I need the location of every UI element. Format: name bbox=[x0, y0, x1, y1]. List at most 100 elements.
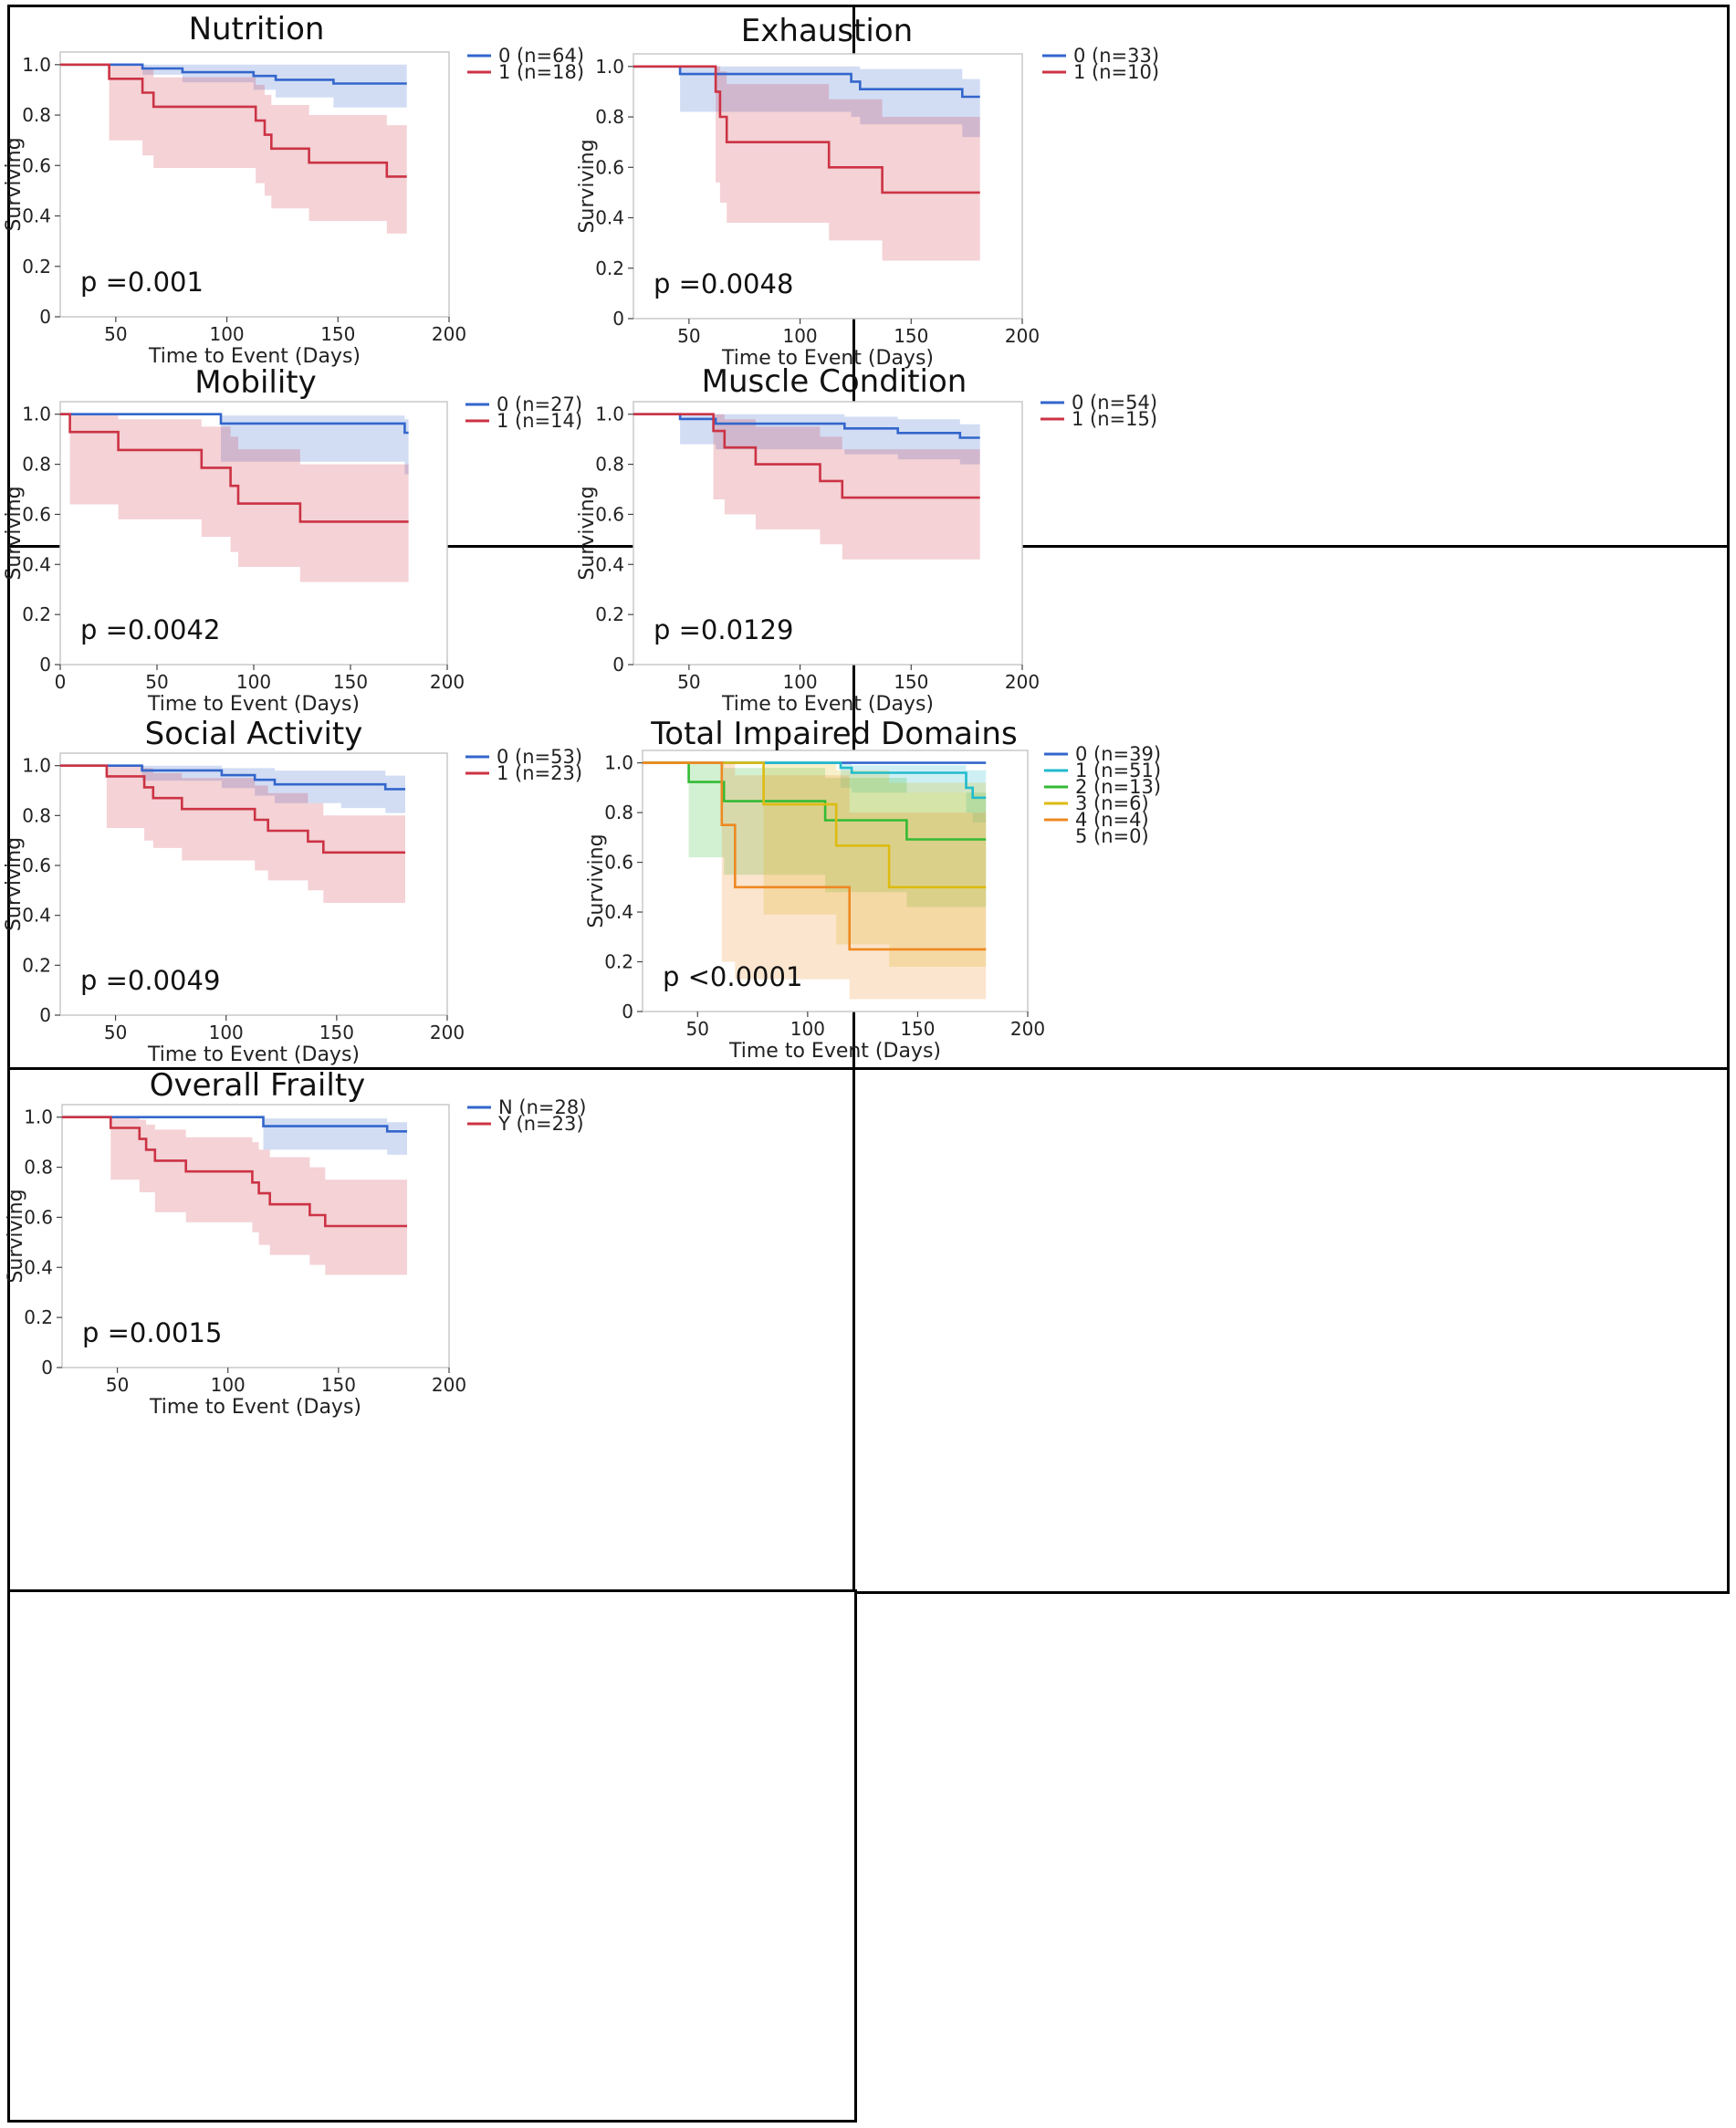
km-line-1-n-10 bbox=[633, 65, 980, 194]
x-tick-label: 100 bbox=[209, 1022, 244, 1043]
ci-band-1-n-51 bbox=[643, 762, 987, 823]
y-tick-label: 0 bbox=[612, 308, 624, 330]
legend-label: 1 (n=14) bbox=[497, 410, 582, 432]
y-axis-label: Surviving bbox=[585, 833, 608, 928]
ci-band-0-n-33 bbox=[633, 66, 980, 138]
km-line-1-n-18 bbox=[60, 63, 407, 178]
p-value: p =0.0042 bbox=[80, 614, 220, 645]
x-tick-label: 150 bbox=[320, 323, 355, 345]
x-axis-label: Time to Event (Days) bbox=[721, 347, 934, 370]
panel-overall-frailty bbox=[7, 1589, 857, 2123]
y-tick-label: 1.0 bbox=[22, 404, 51, 425]
x-tick-label: 200 bbox=[432, 1374, 466, 1396]
x-axis-label: Time to Event (Days) bbox=[721, 693, 934, 716]
y-tick-label: 0.4 bbox=[604, 901, 633, 923]
ci-band-1-n-15 bbox=[633, 414, 980, 560]
x-tick-label: 150 bbox=[894, 325, 928, 347]
x-tick-label: 150 bbox=[321, 1374, 356, 1396]
legend-label: 1 (n=10) bbox=[1073, 61, 1159, 83]
p-value: p =0.0129 bbox=[654, 614, 793, 645]
chart-title: Exhaustion bbox=[741, 13, 913, 49]
ci-band-0-n-54 bbox=[633, 414, 980, 465]
legend-label: 1 (n=18) bbox=[498, 61, 584, 83]
y-axis-label: Surviving bbox=[3, 837, 26, 931]
x-tick-label: 100 bbox=[782, 325, 817, 347]
plot-frame bbox=[61, 1104, 450, 1368]
km-line-3-n-6 bbox=[643, 761, 987, 889]
km-line-1-n-15 bbox=[633, 413, 980, 499]
x-tick-label: 100 bbox=[236, 671, 271, 693]
x-tick-label: 150 bbox=[333, 671, 368, 693]
ci-band-2-n-13 bbox=[643, 762, 987, 907]
y-tick-label: 0.4 bbox=[595, 207, 624, 229]
legend-label: Y (n=23) bbox=[497, 1113, 584, 1135]
y-tick-label: 0 bbox=[39, 306, 51, 328]
legend-label: 4 (n=4) bbox=[1075, 809, 1149, 831]
chart-total-impaired-domains: Total Impaired Domains 50 100 150 200 0 0.2 0.4… bbox=[585, 716, 1161, 1063]
y-tick-label: 0 bbox=[622, 1001, 633, 1022]
x-axis-label: Time to Event (Days) bbox=[148, 345, 361, 368]
x-tick-label: 150 bbox=[894, 671, 928, 693]
y-tick-label: 0 bbox=[612, 654, 624, 676]
y-tick-label: 0.6 bbox=[22, 503, 51, 525]
x-tick-label: 0 bbox=[55, 671, 67, 693]
legend-label: 0 (n=33) bbox=[1073, 45, 1159, 67]
y-tick-label: 0.4 bbox=[24, 1256, 53, 1278]
km-line-0-n-33 bbox=[633, 65, 980, 99]
x-axis-label: Time to Event (Days) bbox=[147, 1043, 360, 1066]
ci-band-1-n-23 bbox=[60, 765, 405, 903]
chart-social-activity: Social Activity 50 100 150 200 0 0.2 0.4 0.6 0.8 1… bbox=[3, 716, 582, 1066]
x-tick-label: 100 bbox=[790, 1018, 825, 1040]
p-value: p <0.0001 bbox=[663, 961, 802, 992]
km-line-1-n-23 bbox=[60, 764, 405, 854]
ci-band-1-n-18 bbox=[60, 64, 407, 234]
y-tick-label: 1.0 bbox=[22, 755, 51, 777]
y-tick-label: 0.6 bbox=[22, 154, 51, 176]
x-tick-label: 200 bbox=[1005, 325, 1040, 347]
y-tick-label: 0.6 bbox=[604, 852, 633, 874]
y-tick-label: 0.8 bbox=[22, 454, 51, 476]
chart-exhaustion: Exhaustion 50 100 150 200 0 0.2 0.4 0.6 0.8 1.0 Tim… bbox=[576, 13, 1159, 370]
y-axis-label: Surviving bbox=[576, 486, 599, 580]
x-tick-label: 200 bbox=[430, 671, 465, 693]
x-tick-label: 50 bbox=[104, 323, 127, 345]
x-tick-label: 50 bbox=[104, 1022, 127, 1043]
p-value: p =0.001 bbox=[80, 267, 204, 298]
y-tick-label: 0.8 bbox=[595, 454, 624, 476]
x-tick-label: 100 bbox=[209, 323, 244, 345]
y-tick-label: 1.0 bbox=[595, 404, 624, 425]
y-tick-label: 0.2 bbox=[22, 256, 51, 278]
y-tick-label: 0.4 bbox=[595, 553, 624, 575]
y-axis-label: Surviving bbox=[5, 1189, 27, 1283]
plot-frame bbox=[642, 750, 1029, 1012]
ci-band-0-n-64 bbox=[60, 64, 407, 108]
legend-label: 1 (n=15) bbox=[1072, 408, 1157, 430]
y-tick-label: 0.4 bbox=[22, 205, 51, 227]
y-axis-label: Surviving bbox=[576, 139, 599, 233]
chart-nutrition: Nutrition 50 100 150 200 0 0.2 0.4 0.6 0.8 1.0 Time… bbox=[3, 11, 584, 368]
chart-mobility: Mobility 0 50 100 150 200 0 0.2 0.4 0.6 0.8 1.0 Time… bbox=[3, 364, 582, 716]
y-tick-label: 0.2 bbox=[604, 951, 633, 973]
x-tick-label: 50 bbox=[145, 671, 168, 693]
y-tick-label: 0.8 bbox=[22, 804, 51, 826]
x-tick-label: 150 bbox=[900, 1018, 935, 1040]
y-tick-label: 0 bbox=[39, 654, 51, 676]
y-axis-label: Surviving bbox=[3, 486, 26, 580]
legend-label: 1 (n=23) bbox=[497, 762, 582, 784]
p-value: p =0.0049 bbox=[80, 965, 220, 996]
x-tick-label: 200 bbox=[432, 323, 466, 345]
km-line-1-n-14 bbox=[60, 413, 409, 523]
km-line-2-n-13 bbox=[643, 761, 987, 841]
x-tick-label: 50 bbox=[106, 1374, 129, 1396]
y-tick-label: 0.6 bbox=[595, 156, 624, 178]
y-tick-label: 0.8 bbox=[22, 104, 51, 126]
plot-frame bbox=[59, 51, 450, 318]
y-tick-label: 0.2 bbox=[24, 1306, 53, 1328]
ci-band-0-n-27 bbox=[60, 414, 409, 475]
y-tick-label: 0.8 bbox=[24, 1157, 53, 1179]
plot-frame bbox=[59, 752, 448, 1016]
plot-frame bbox=[59, 401, 448, 666]
x-axis-label: Time to Event (Days) bbox=[147, 693, 360, 716]
chart-title: Social Activity bbox=[145, 716, 363, 752]
